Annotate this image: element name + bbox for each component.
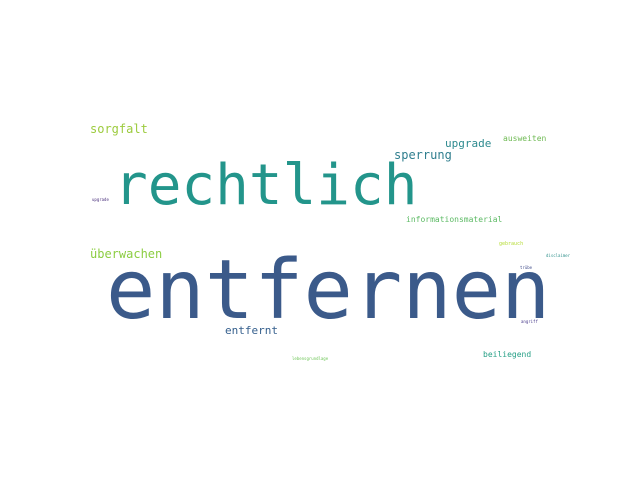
word-lebensgrundlage: lebensgrundlage <box>292 356 329 361</box>
word-informationsmaterial: informationsmaterial <box>406 215 503 224</box>
word-entfernt: entfernt <box>225 324 278 337</box>
word-truebe: trübe <box>520 265 533 270</box>
word-gebrauch: gebrauch <box>499 241 524 247</box>
word-upgrade: upgrade <box>445 137 492 150</box>
word-ausweiten: ausweiten <box>503 134 547 143</box>
word-beiliegend: beiliegend <box>483 350 532 359</box>
word-sperrung: sperrung <box>394 148 452 162</box>
word-disclaimer: disclaimer <box>546 253 571 258</box>
word-ueberwachen: überwachen <box>90 247 163 261</box>
word-sorgfalt: sorgfalt <box>90 122 148 136</box>
word-upgrade-small: upgrade <box>92 197 109 202</box>
word-angriff: angriff <box>521 319 538 324</box>
word-entfernen: entfernen <box>106 243 551 338</box>
word-rechtlich: rechtlich <box>114 153 418 218</box>
